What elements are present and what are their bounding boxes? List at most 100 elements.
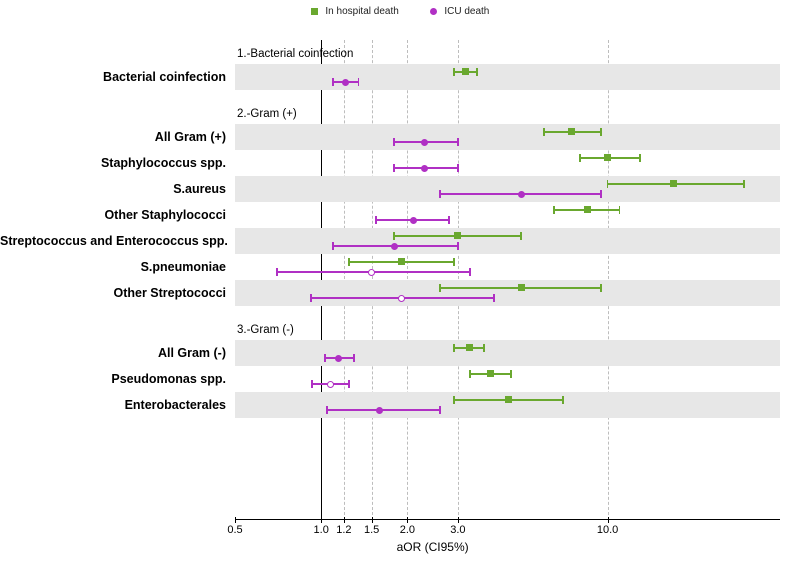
axis-tick xyxy=(372,517,373,523)
ci-cap xyxy=(553,206,555,214)
ci-cap xyxy=(358,78,360,86)
ci-cap xyxy=(332,78,334,86)
square-icon xyxy=(311,8,318,15)
ci-cap xyxy=(600,190,602,198)
legend-item-series2: ICU death xyxy=(430,6,490,17)
ci-cap xyxy=(393,232,395,240)
ci-cap xyxy=(600,284,602,292)
ci-cap xyxy=(348,380,350,388)
row-background xyxy=(235,254,780,280)
point-circle-icon xyxy=(368,269,375,276)
axis-tick xyxy=(344,517,345,523)
point-square-icon xyxy=(466,344,473,351)
ci-cap xyxy=(453,68,455,76)
row-background xyxy=(235,64,780,90)
point-circle-icon xyxy=(421,139,428,146)
ci-cap xyxy=(439,284,441,292)
point-circle-icon xyxy=(327,381,334,388)
row-background xyxy=(235,176,780,202)
row-label: Other Streptococci xyxy=(0,280,226,306)
row-background xyxy=(235,202,780,228)
ci-cap xyxy=(453,396,455,404)
row-label: All Gram (+) xyxy=(0,124,226,150)
ci-cap xyxy=(510,370,512,378)
ci-cap xyxy=(520,232,522,240)
ci-cap xyxy=(457,138,459,146)
ci-cap xyxy=(493,294,495,302)
row-label: Streptococcus and Enterococcus spp. xyxy=(0,228,226,254)
section-header: 1.-Bacterial coinfection xyxy=(237,44,353,64)
axis-tick-label: 1.2 xyxy=(336,524,351,536)
ci-cap xyxy=(393,138,395,146)
point-circle-icon xyxy=(335,355,342,362)
ci-cap xyxy=(439,406,441,414)
row-label: Pseudomonas spp. xyxy=(0,366,226,392)
point-square-icon xyxy=(487,370,494,377)
row-label: S.aureus xyxy=(0,176,226,202)
ci-cap xyxy=(276,268,278,276)
ci-cap xyxy=(311,380,313,388)
ci-cap xyxy=(562,396,564,404)
ci-cap xyxy=(324,354,326,362)
ci-cap xyxy=(457,242,459,250)
row-background xyxy=(235,124,780,150)
ci-cap xyxy=(579,154,581,162)
point-circle-icon xyxy=(391,243,398,250)
axis-tick-label: 3.0 xyxy=(450,524,465,536)
point-square-icon xyxy=(518,284,525,291)
ci-cap xyxy=(600,128,602,136)
row-label: Staphylococcus spp. xyxy=(0,150,226,176)
point-square-icon xyxy=(505,396,512,403)
row-background xyxy=(235,366,780,392)
row-label: Other Staphylococci xyxy=(0,202,226,228)
point-square-icon xyxy=(604,154,611,161)
ci-cap xyxy=(375,216,377,224)
axis-tick-label: 0.5 xyxy=(227,524,242,536)
ci-cap xyxy=(543,128,545,136)
section-header: 2.-Gram (+) xyxy=(237,104,297,124)
axis-tick xyxy=(235,517,236,523)
axis-tick xyxy=(407,517,408,523)
ci-cap xyxy=(453,344,455,352)
row-label: Enterobacterales xyxy=(0,392,226,418)
point-circle-icon xyxy=(410,217,417,224)
plot-area xyxy=(235,40,780,520)
circle-icon xyxy=(430,8,437,15)
point-circle-icon xyxy=(518,191,525,198)
axis-tick xyxy=(321,517,322,523)
ci-cap xyxy=(310,294,312,302)
axis-tick-label: 1.5 xyxy=(364,524,379,536)
ci-cap xyxy=(353,354,355,362)
legend-item-series1: In hospital death xyxy=(311,6,399,17)
point-square-icon xyxy=(670,180,677,187)
legend: In hospital death ICU death xyxy=(0,6,800,26)
legend-label: ICU death xyxy=(444,6,489,17)
row-background xyxy=(235,280,780,306)
ci-cap xyxy=(393,164,395,172)
point-square-icon xyxy=(568,128,575,135)
ci-cap xyxy=(469,268,471,276)
row-label: Bacterial coinfection xyxy=(0,64,226,90)
point-square-icon xyxy=(454,232,461,239)
ci-cap xyxy=(607,180,609,188)
ci-cap xyxy=(448,216,450,224)
ci-cap xyxy=(639,154,641,162)
point-square-icon xyxy=(462,68,469,75)
axis-tick xyxy=(458,517,459,523)
ci-cap xyxy=(476,68,478,76)
ci-cap xyxy=(348,258,350,266)
ci-cap xyxy=(469,370,471,378)
ci-cap xyxy=(439,190,441,198)
ci-cap xyxy=(743,180,745,188)
row-background xyxy=(235,150,780,176)
row-background xyxy=(235,228,780,254)
axis-tick-label: 1.0 xyxy=(314,524,329,536)
point-circle-icon xyxy=(421,165,428,172)
axis-tick xyxy=(608,517,609,523)
ci-cap xyxy=(332,242,334,250)
point-circle-icon xyxy=(376,407,383,414)
ci-cap xyxy=(457,164,459,172)
x-axis xyxy=(235,519,780,520)
point-circle-icon xyxy=(398,295,405,302)
chart-wrap: In hospital death ICU death aOR (CI95%) … xyxy=(0,0,800,566)
